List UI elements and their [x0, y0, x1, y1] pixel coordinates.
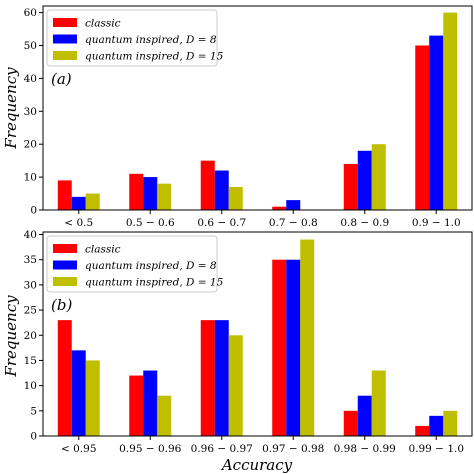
x-tick-label-b-1: 0.95 − 0.96	[119, 443, 182, 455]
legend-swatch-b-1	[53, 260, 77, 270]
y-axis-label-bottom: Frequency	[2, 295, 20, 378]
bar-a-s1-c0	[71, 196, 86, 210]
y-tick-label-a-4: 40	[24, 73, 37, 85]
bar-b-s2-c1	[157, 395, 172, 436]
bar-a-s2-c2	[228, 186, 243, 210]
bar-a-s1-c4	[357, 150, 372, 210]
bar-a-s2-c4	[371, 144, 386, 210]
bar-b-s0-c0	[57, 320, 72, 436]
axes-frame-a	[42, 5, 473, 211]
bar-a-s1-c1	[143, 177, 158, 210]
bar-a-s2-c1	[157, 183, 172, 210]
x-axis-label: Accuracy	[220, 456, 293, 474]
y-tick-label-a-6: 60	[24, 7, 37, 19]
bar-a-s2-c5	[443, 12, 458, 211]
legend-label-b-1: quantum inspired, D = 8	[85, 260, 217, 272]
axes-frame-b	[42, 231, 473, 437]
legend-label-a-2: quantum inspired, D = 15	[85, 51, 224, 63]
y-tick-label-b-0: 0	[30, 431, 37, 443]
legend-swatch-a-0	[53, 18, 77, 27]
bar-b-s1-c0	[71, 350, 86, 436]
bar-b-s1-c5	[429, 415, 444, 436]
panel-label-a: (a)	[51, 70, 72, 88]
x-tick-label-a-3: 0.7 − 0.8	[269, 217, 318, 229]
x-tick-label-a-1: 0.5 − 0.6	[126, 217, 175, 229]
x-tick-label-a-5: 0.9 − 1.0	[412, 217, 461, 229]
y-tick-label-b-8: 40	[24, 229, 37, 241]
bar-a-s1-c3	[286, 200, 301, 210]
y-tick-label-b-1: 5	[30, 405, 37, 417]
legend-swatch-b-0	[53, 244, 77, 253]
y-tick-label-b-7: 35	[24, 254, 37, 266]
y-tick-label-a-5: 50	[24, 40, 37, 52]
panel-label-b: (b)	[51, 296, 72, 314]
y-tick-label-a-1: 10	[24, 172, 37, 184]
legend-box-b	[46, 235, 218, 293]
legend-swatch-a-2	[53, 51, 77, 60]
bar-b-s2-c3	[300, 239, 315, 436]
bar-b-s0-c3	[272, 259, 287, 436]
y-tick-label-b-4: 20	[24, 330, 37, 342]
bar-b-s0-c1	[129, 375, 144, 436]
bar-b-s2-c5	[443, 410, 458, 436]
x-tick-label-b-4: 0.98 − 0.99	[334, 443, 396, 455]
bar-b-s2-c4	[371, 370, 386, 436]
legend-label-b-0: classic	[85, 244, 121, 256]
x-tick-label-a-2: 0.6 − 0.7	[197, 217, 246, 229]
bar-b-s1-c2	[214, 320, 229, 436]
legend-swatch-a-1	[53, 34, 77, 44]
bar-b-s2-c2	[228, 335, 243, 436]
x-tick-label-b-0: < 0.95	[61, 443, 97, 455]
bar-b-s0-c4	[343, 410, 358, 436]
bar-a-s0-c5	[415, 45, 430, 210]
bar-a-s0-c2	[200, 160, 215, 210]
bar-a-s0-c3	[272, 206, 287, 210]
legend-label-a-1: quantum inspired, D = 8	[85, 34, 217, 46]
y-tick-label-a-3: 30	[24, 106, 37, 118]
bar-a-s1-c5	[429, 35, 444, 211]
x-tick-label-a-4: 0.8 − 0.9	[340, 217, 389, 229]
x-tick-label-b-5: 0.99 − 1.0	[408, 443, 464, 455]
y-tick-label-b-5: 25	[24, 305, 37, 317]
x-tick-label-b-2: 0.96 − 0.97	[191, 443, 253, 455]
chart-panel-b: 0 5 10 15 20 25 30 35 40 < 0.95 0.95 − 0.96 0.96 − …	[24, 229, 473, 455]
bar-a-s0-c4	[343, 163, 358, 210]
bar-a-s0-c1	[129, 173, 144, 210]
bar-b-s1-c1	[143, 370, 158, 436]
y-tick-label-a-2: 20	[24, 139, 37, 151]
bar-a-s0-c0	[57, 180, 72, 210]
x-tick-label-b-3: 0.97 − 0.98	[262, 443, 324, 455]
bar-a-s2-c0	[85, 193, 100, 210]
bar-b-s2-c0	[85, 360, 100, 436]
legend-box-a	[46, 9, 218, 67]
y-tick-label-b-3: 15	[24, 355, 37, 367]
y-tick-label-b-6: 30	[24, 279, 37, 291]
legend-swatch-b-2	[53, 277, 77, 286]
y-axis-label-top: Frequency	[2, 67, 20, 150]
chart-panel-a: 0 10 20 30 40 50 60 < 0.5 0.5 − 0.6 0.6 − 0.7 0.7 …	[24, 5, 473, 229]
bar-a-s1-c2	[214, 170, 229, 210]
legend-label-a-0: classic	[85, 18, 121, 30]
y-tick-label-b-2: 10	[24, 380, 37, 392]
bar-b-s0-c2	[200, 320, 215, 436]
x-tick-label-a-0: < 0.5	[64, 217, 93, 229]
legend-label-b-2: quantum inspired, D = 15	[85, 277, 224, 289]
bar-b-s1-c4	[357, 395, 372, 436]
bar-b-s1-c3	[286, 259, 301, 436]
y-tick-label-a-0: 0	[30, 205, 37, 217]
bar-b-s0-c5	[415, 425, 430, 436]
